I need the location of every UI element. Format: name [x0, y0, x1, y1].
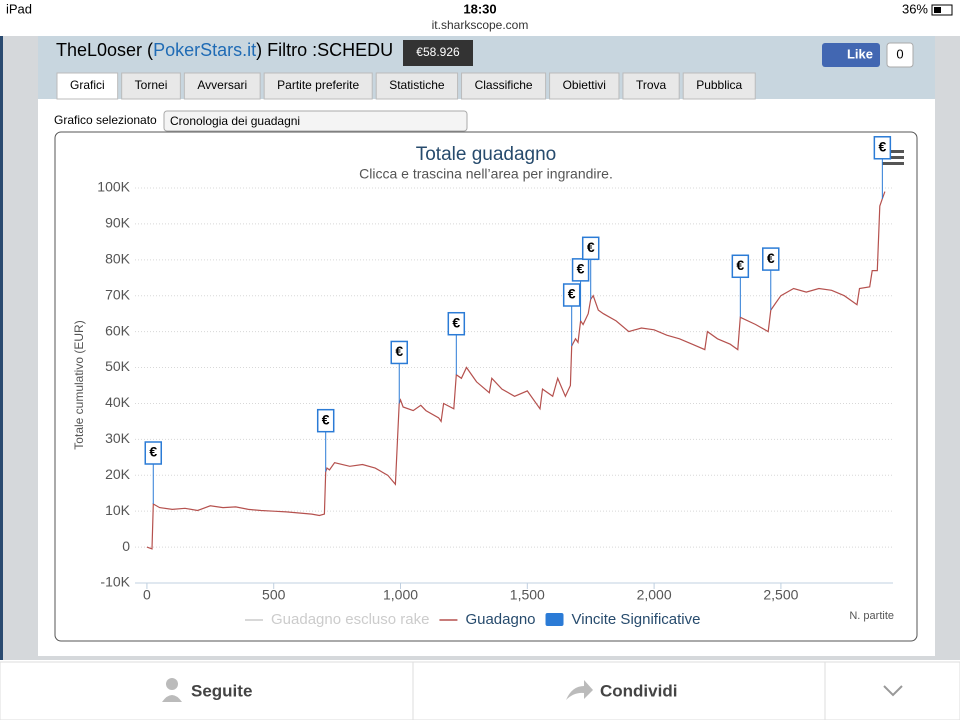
follow-icon[interactable]	[162, 695, 182, 702]
y-tick-label: 50K	[105, 358, 131, 374]
flag[interactable]	[390, 340, 408, 365]
tab-label[interactable]: Obiettivi	[563, 78, 606, 92]
y-tick-label: 90K	[105, 215, 131, 231]
y-axis-title: Totale cumulativo (EUR)	[72, 320, 86, 449]
time: 18:30	[463, 1, 496, 16]
tab-label[interactable]: Avversari	[197, 78, 247, 92]
tab-label[interactable]: Statistiche	[389, 78, 445, 92]
tab-label[interactable]: Trova	[636, 78, 667, 92]
y-tick-label: 70K	[105, 286, 131, 302]
flag-label: €	[452, 314, 460, 330]
x-tick-label: 2,500	[763, 587, 798, 603]
y-tick-label: 80K	[105, 251, 131, 267]
x-tick-label: 2,000	[637, 587, 672, 603]
legend-label[interactable]: Vincite Significative	[572, 611, 701, 628]
flag-label: €	[395, 343, 403, 359]
url[interactable]: it.sharkscope.com	[432, 18, 529, 32]
flag[interactable]	[447, 311, 466, 336]
tab[interactable]	[375, 72, 459, 100]
legend-label[interactable]: Guadagno	[465, 611, 535, 628]
like-count-box	[886, 42, 914, 68]
flag[interactable]	[873, 136, 892, 160]
battery: 36%	[902, 1, 928, 16]
y-tick-label: 40K	[105, 394, 131, 410]
tab[interactable]	[461, 72, 547, 100]
flag-label: €	[568, 286, 576, 302]
device: iPad	[6, 1, 32, 16]
tab-label[interactable]: Classifiche	[475, 78, 533, 92]
menu-icon[interactable]	[882, 150, 904, 165]
x-tick-label: 1,500	[510, 587, 545, 603]
tooltip-text: €58.926	[416, 45, 460, 59]
selector-value[interactable]: Cronologia dei guadagni	[170, 114, 300, 128]
tab-label[interactable]: Tornei	[135, 78, 168, 92]
follow[interactable]: Seguite	[191, 681, 252, 700]
x-axis-title: N. partite	[849, 610, 894, 622]
share[interactable]: Condividi	[600, 681, 677, 700]
y-tick-label: 20K	[105, 466, 131, 482]
selector-label: Grafico selezionato	[54, 113, 157, 127]
footer	[0, 661, 960, 720]
flag-label: €	[767, 250, 775, 266]
flag-label: €	[736, 257, 744, 273]
flag-label: €	[587, 239, 595, 255]
tab[interactable]	[549, 72, 620, 100]
share-icon[interactable]	[566, 680, 593, 700]
like-button[interactable]	[822, 43, 880, 67]
tab[interactable]	[622, 72, 680, 100]
flag-label: €	[577, 261, 585, 277]
legend: Guadagno escluso rake Guadagno Vincite Sig…	[245, 611, 700, 628]
y-tick-label: 10K	[105, 502, 131, 518]
x-tick-label: 500	[262, 587, 286, 603]
flag[interactable]	[762, 247, 780, 271]
like-count: 0	[896, 46, 903, 61]
tab-label[interactable]: Grafici	[70, 78, 105, 92]
y-tick-label: -10K	[100, 574, 130, 590]
tab-label[interactable]: Pubblica	[696, 78, 742, 92]
flag-label: €	[878, 138, 886, 154]
tabs: Grafici Tornei Avversari Partite preferite S…	[56, 72, 756, 100]
flag[interactable]	[316, 408, 335, 433]
battery-level	[934, 7, 941, 13]
chart-subtitle: Clicca e trascina nell’area per ingrandi…	[359, 166, 613, 182]
x-tick-label: 1,000	[383, 587, 418, 603]
legend-label[interactable]: Guadagno escluso rake	[271, 611, 429, 628]
edge	[0, 36, 3, 660]
flag[interactable]	[581, 236, 600, 261]
battery-icon	[931, 4, 953, 16]
flag[interactable]	[731, 254, 750, 279]
tab[interactable]	[121, 72, 181, 100]
chart-title: Totale guadagno	[416, 144, 557, 165]
tooltip	[403, 40, 473, 66]
x-tick-label: 0	[143, 587, 151, 603]
flag[interactable]	[144, 441, 163, 465]
flag-label: €	[322, 411, 330, 427]
plot: -10K 0 10K 20K 30K 40K 50K 60K 70K 80K 90K 100K 0 500…	[97, 136, 893, 603]
flag[interactable]	[562, 283, 581, 307]
flag-label: €	[149, 444, 157, 460]
flag[interactable]	[571, 258, 590, 282]
tab[interactable]	[56, 72, 119, 100]
player: TheL0oser (PokerStars.it) Filtro :SCHEDU	[56, 40, 393, 60]
follow-icon[interactable]	[166, 678, 178, 690]
legend-swatch[interactable]	[545, 613, 564, 626]
line	[146, 191, 886, 550]
tab[interactable]	[263, 72, 373, 100]
tab[interactable]	[682, 72, 756, 100]
y-tick-label: 60K	[105, 322, 131, 338]
y-tick-label: 30K	[105, 430, 131, 446]
like-text[interactable]: Like	[847, 46, 873, 61]
y-tick-label: 0	[122, 538, 130, 554]
chart-frame	[54, 131, 918, 642]
expand[interactable]	[883, 685, 903, 697]
selector[interactable]	[163, 110, 468, 132]
tab[interactable]	[183, 72, 261, 100]
y-tick-label: 100K	[97, 179, 130, 195]
tab-label[interactable]: Partite preferite	[277, 78, 359, 92]
